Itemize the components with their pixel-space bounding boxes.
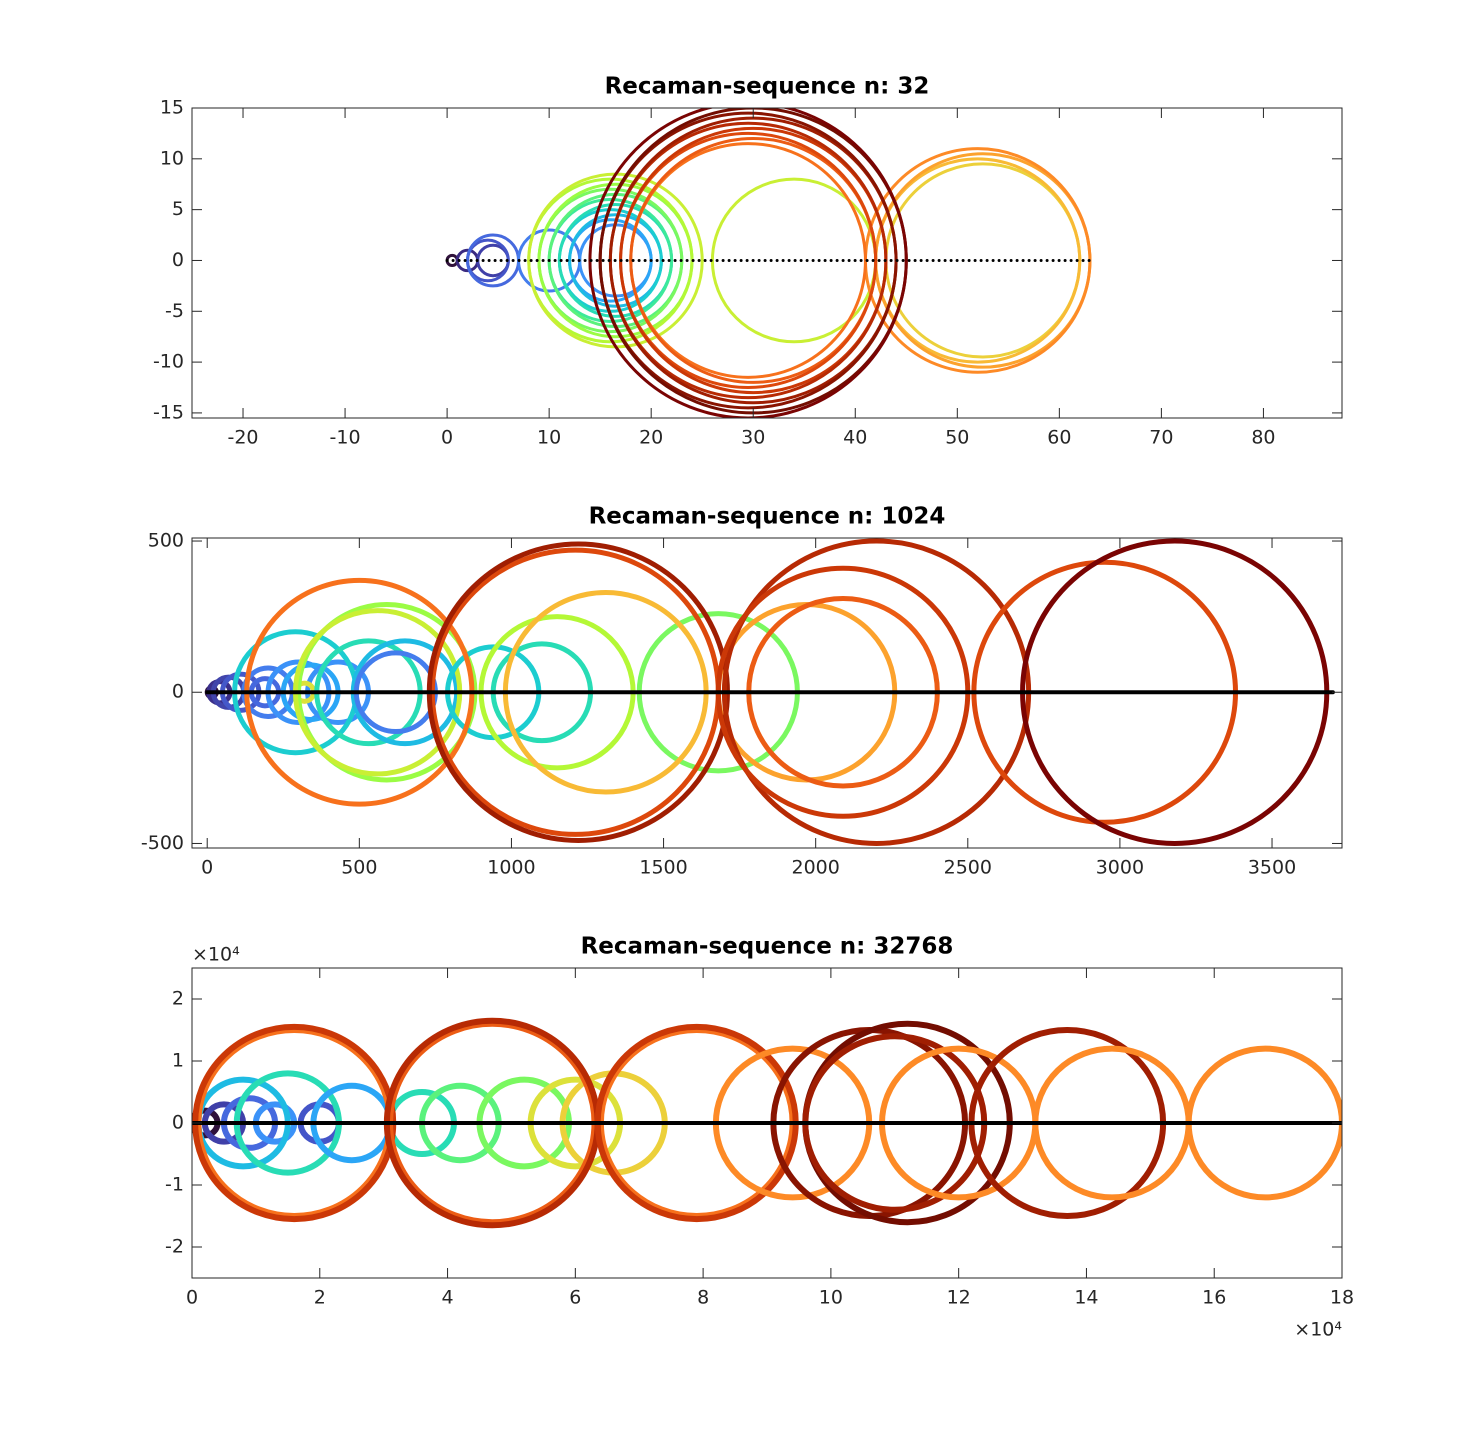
x-tick-label: 6: [569, 1287, 581, 1309]
y-tick-label: -500: [141, 832, 184, 854]
x-tick-label: 2500: [944, 857, 992, 879]
x-tick-label: 2: [314, 1287, 326, 1309]
x-tick-label: 30: [741, 427, 765, 449]
x-tick-label: 10: [537, 427, 561, 449]
y-tick-label: -15: [153, 401, 184, 423]
y-tick-label: 0: [172, 681, 184, 703]
plot-area: [192, 1017, 1342, 1229]
x-tick-label: 12: [947, 1287, 971, 1309]
x-tick-label: 60: [1047, 427, 1071, 449]
x-tick-label: 10: [819, 1287, 843, 1309]
chart-title: Recaman-sequence n: 1024: [589, 504, 946, 530]
y-tick-label: -10: [153, 351, 184, 373]
x-tick-label: 0: [441, 427, 453, 449]
x-tick-label: 40: [843, 427, 867, 449]
x-tick-label: -20: [227, 427, 258, 449]
y-tick-label: 10: [160, 147, 184, 169]
y-tick-label: 1: [172, 1050, 184, 1072]
y-tick-label: 0: [172, 249, 184, 271]
y-tick-label: -5: [165, 300, 184, 322]
y-tick-label: 500: [148, 530, 184, 552]
panel: Recaman-sequence n: 1024 0 500 1000 1500 2000…: [141, 504, 1343, 879]
x-tick-label: 3500: [1248, 857, 1296, 879]
axes-box: [191, 107, 1343, 419]
x-tick-label: 18: [1330, 1287, 1354, 1309]
plot-area: [445, 108, 1092, 418]
x-tick-label: 3000: [1096, 857, 1144, 879]
panel: Recaman-sequence n: 32-20 -10 0 10 20 30 40 50 6…: [153, 74, 1343, 449]
chart-title: Recaman-sequence n: 32768: [581, 934, 954, 960]
y-tick-label: 5: [172, 198, 184, 220]
x-exponent: ×10⁴: [1294, 1319, 1342, 1341]
x-tick-label: 2000: [791, 857, 839, 879]
circle: [466, 233, 521, 288]
x-tick-label: 1000: [487, 857, 535, 879]
x-tick-label: 70: [1149, 427, 1173, 449]
circle: [863, 147, 1092, 374]
y-tick-label: -1: [165, 1174, 184, 1196]
x-tick-label: 4: [442, 1287, 454, 1309]
x-tick-label: 16: [1202, 1287, 1226, 1309]
y-tick-label: 15: [160, 97, 184, 119]
y-exponent: ×10⁴: [192, 944, 240, 966]
y-tick-label: 0: [172, 1112, 184, 1134]
y-tick-label: -2: [165, 1236, 184, 1258]
x-tick-label: 50: [945, 427, 969, 449]
y-tick-label: 2: [172, 988, 184, 1010]
x-tick-label: 20: [639, 427, 663, 449]
plot-area: [204, 538, 1335, 846]
chart-title: Recaman-sequence n: 32: [605, 74, 930, 100]
x-tick-label: 500: [341, 857, 377, 879]
x-tick-label: 14: [1074, 1287, 1098, 1309]
x-tick-label: 1500: [639, 857, 687, 879]
x-tick-label: -10: [330, 427, 361, 449]
x-tick-label: 8: [697, 1287, 709, 1309]
x-tick-label: 0: [186, 1287, 198, 1309]
axes-box: [191, 537, 1343, 849]
x-tick-label: 80: [1251, 427, 1275, 449]
x-tick-label: 0: [201, 857, 213, 879]
